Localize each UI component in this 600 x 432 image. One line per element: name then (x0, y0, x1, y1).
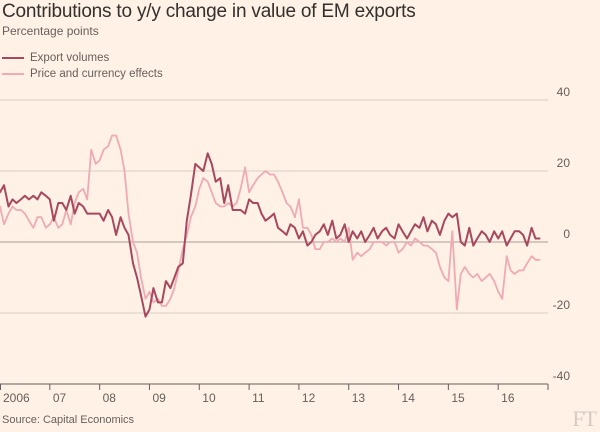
x-tick-label: 16 (501, 391, 515, 405)
legend-swatch-export-volumes (2, 57, 24, 59)
y-axis: 40 20 0 -20 -40 (553, 85, 571, 383)
y-tick-label: 40 (557, 85, 571, 99)
y-tick-label: -20 (553, 298, 571, 312)
chart-title: Contributions to y/y change in value of … (2, 1, 416, 22)
legend-label-price-effects: Price and currency effects (30, 68, 163, 80)
legend-label-export-volumes: Export volumes (30, 52, 110, 64)
legend-swatch-price-effects (2, 73, 24, 75)
source-note: Source: Capital Economics (2, 414, 135, 426)
x-tick-label: 09 (152, 391, 166, 405)
x-tick-label: 11 (252, 391, 265, 405)
x-tick-label: 10 (202, 391, 216, 405)
y-tick-label: 0 (563, 227, 570, 241)
ft-logo: FT (572, 406, 597, 431)
chart-subtitle: Percentage points (2, 24, 99, 38)
y-tick-label: 20 (557, 156, 571, 170)
x-tick-label: 14 (402, 391, 416, 405)
series-line-export-volumes (0, 152, 541, 318)
series-line-price-effects (0, 134, 541, 311)
x-tick-label: 07 (53, 391, 67, 405)
y-tick-label: -40 (553, 369, 571, 383)
x-tick-label: 2006 (3, 391, 30, 405)
legend-item-export-volumes: Export volumes (2, 50, 163, 66)
x-axis: 2006 07 08 09 10 11 12 13 14 15 16 (0, 383, 549, 405)
x-tick-label: 15 (451, 391, 465, 405)
legend: Export volumes Price and currency effect… (2, 50, 163, 82)
x-tick-label: 13 (352, 391, 366, 405)
legend-item-price-effects: Price and currency effects (2, 66, 163, 82)
series-lines (0, 134, 541, 318)
x-tick-label: 08 (103, 391, 117, 405)
x-tick-label: 12 (302, 391, 316, 405)
